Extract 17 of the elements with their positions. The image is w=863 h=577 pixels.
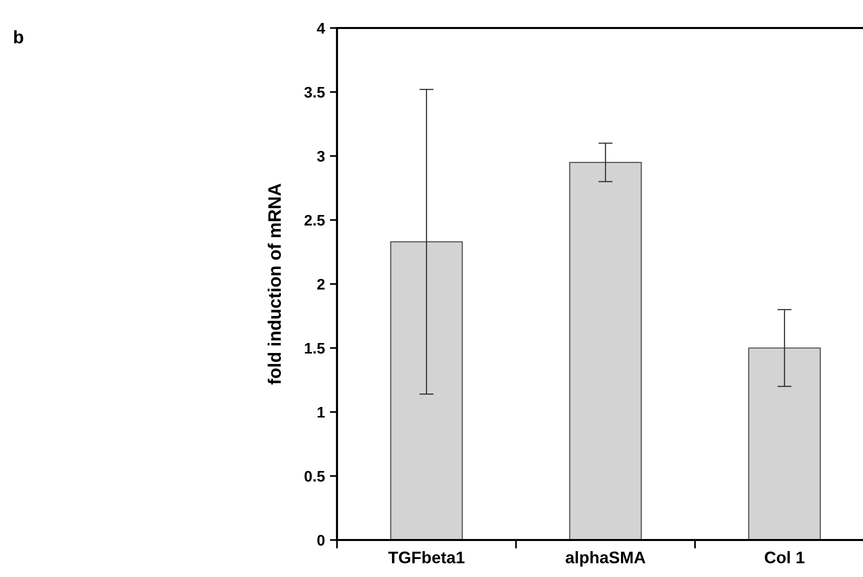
x-tick-label: Col 1	[764, 551, 804, 564]
y-tick-label: 3	[317, 150, 325, 162]
y-tick-label: 0	[317, 534, 325, 546]
y-tick-label: 1.5	[304, 343, 325, 354]
bar	[390, 241, 463, 540]
x-tick-label: alphaSMA	[566, 551, 646, 567]
bar	[569, 162, 642, 540]
y-tick-label: 2	[317, 278, 325, 290]
y-tick-label: 0.5	[304, 470, 325, 482]
y-tick-label: 2.5	[304, 214, 325, 226]
y-tick-label: 4	[316, 23, 326, 34]
bar	[748, 347, 821, 540]
text: b	[14, 30, 24, 44]
y-tick-label: 3.5	[304, 86, 325, 98]
y-axis-title: fold induction of mRNA	[268, 184, 281, 384]
x-tick-label: TGFbeta1	[388, 551, 464, 564]
y-tick-label: 1	[318, 407, 325, 418]
